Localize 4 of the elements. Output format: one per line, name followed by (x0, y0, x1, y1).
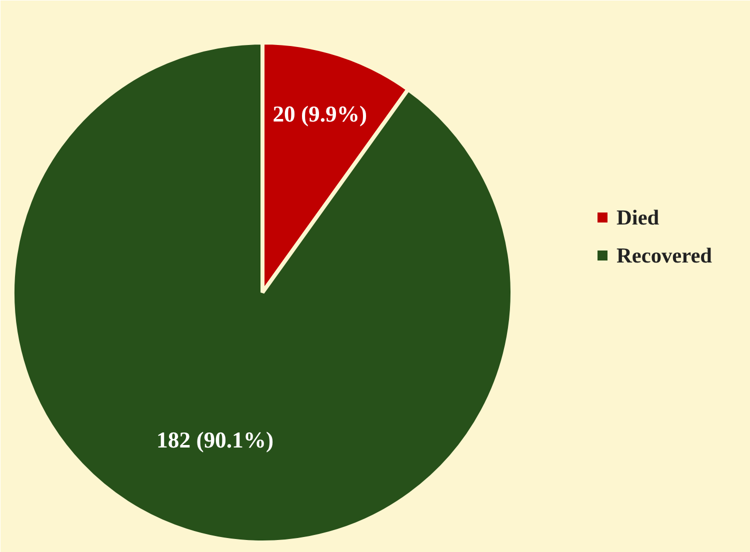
data-label: 182 (90.1%) (156, 428, 274, 453)
legend-label: Recovered (616, 244, 712, 268)
data-label: 20 (9.9%) (272, 102, 368, 126)
legend-label: Died (616, 206, 660, 230)
